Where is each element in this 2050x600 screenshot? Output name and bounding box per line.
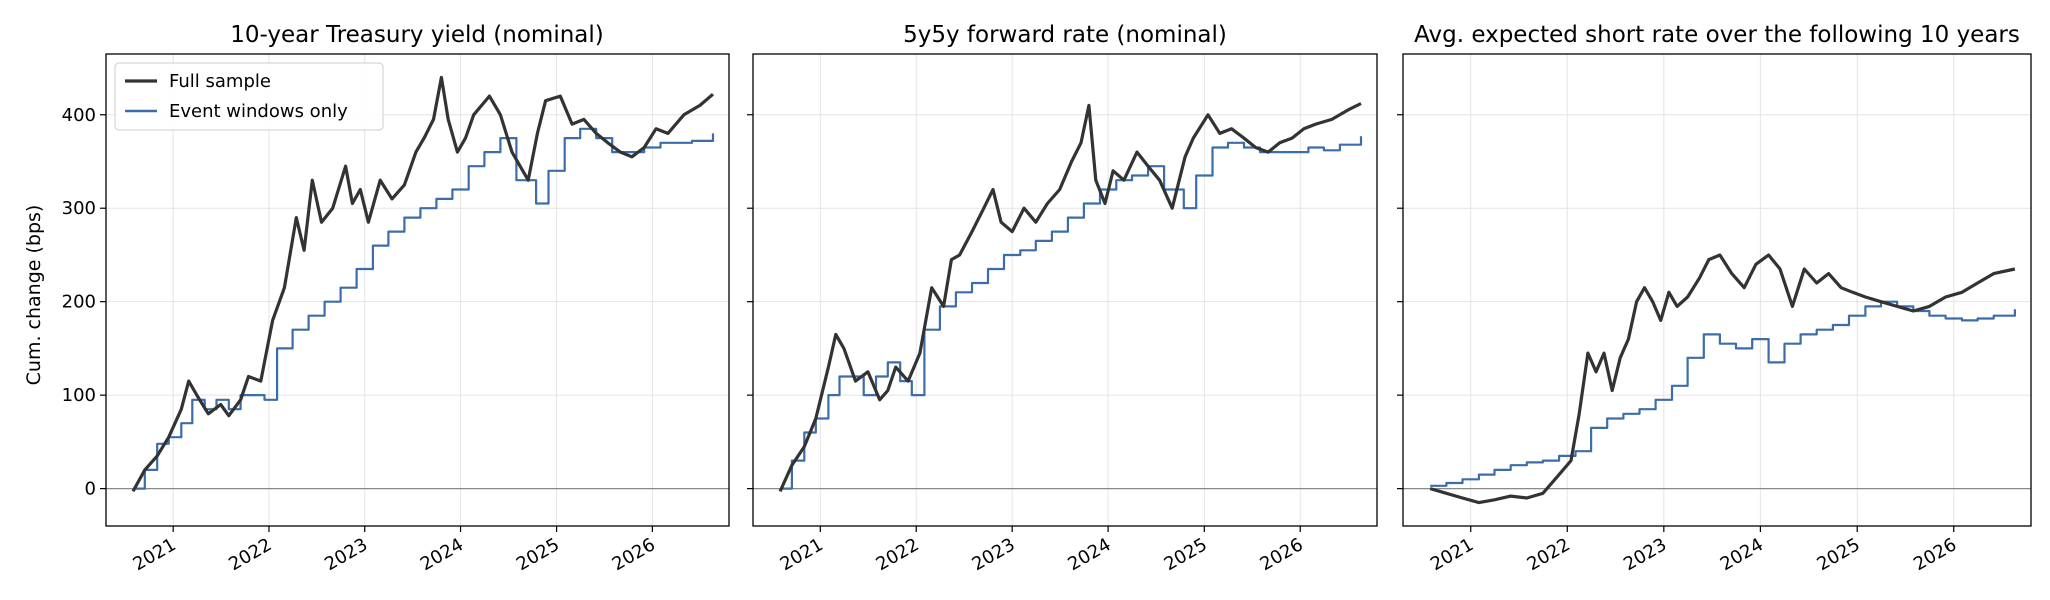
- legend-label: Full sample: [169, 71, 271, 92]
- series-line-full-sample: [778, 102, 1362, 493]
- series-line-full-sample: [131, 75, 715, 493]
- y-tick-label: 400: [62, 105, 96, 126]
- panel-title: 5y5y forward rate (nominal): [903, 22, 1227, 48]
- y-tick-label: 200: [62, 292, 96, 313]
- y-tick-label: 100: [62, 385, 96, 406]
- y-axis-label: Cum. change (bps): [23, 205, 45, 386]
- y-tick-label: 300: [62, 198, 96, 219]
- legend-label: Event windows only: [169, 101, 348, 122]
- series-line-full-sample: [1429, 253, 2016, 505]
- panel-title: Avg. expected short rate over the follow…: [1414, 22, 2020, 48]
- panel-title: 10-year Treasury yield (nominal): [230, 22, 604, 48]
- plot-frame: [1402, 53, 2032, 527]
- plot-frame: [752, 53, 1378, 527]
- legend-box: [114, 62, 384, 131]
- y-tick-label: 0: [85, 479, 96, 500]
- legend: Full sample Event windows only: [114, 62, 384, 131]
- plot-frame: [105, 53, 730, 527]
- series-line-event-windows: [780, 136, 1363, 490]
